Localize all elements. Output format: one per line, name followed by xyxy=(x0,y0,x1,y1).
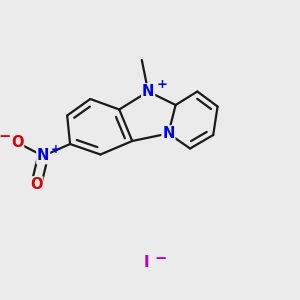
Text: +: + xyxy=(157,77,167,91)
Text: N: N xyxy=(162,126,175,141)
Text: N: N xyxy=(142,84,154,99)
Text: −: − xyxy=(0,129,11,144)
Text: N: N xyxy=(37,148,50,164)
Text: O: O xyxy=(11,135,23,150)
Text: −: − xyxy=(154,251,167,266)
Text: +: + xyxy=(50,143,60,156)
Text: I: I xyxy=(144,255,149,270)
Text: O: O xyxy=(30,177,43,192)
